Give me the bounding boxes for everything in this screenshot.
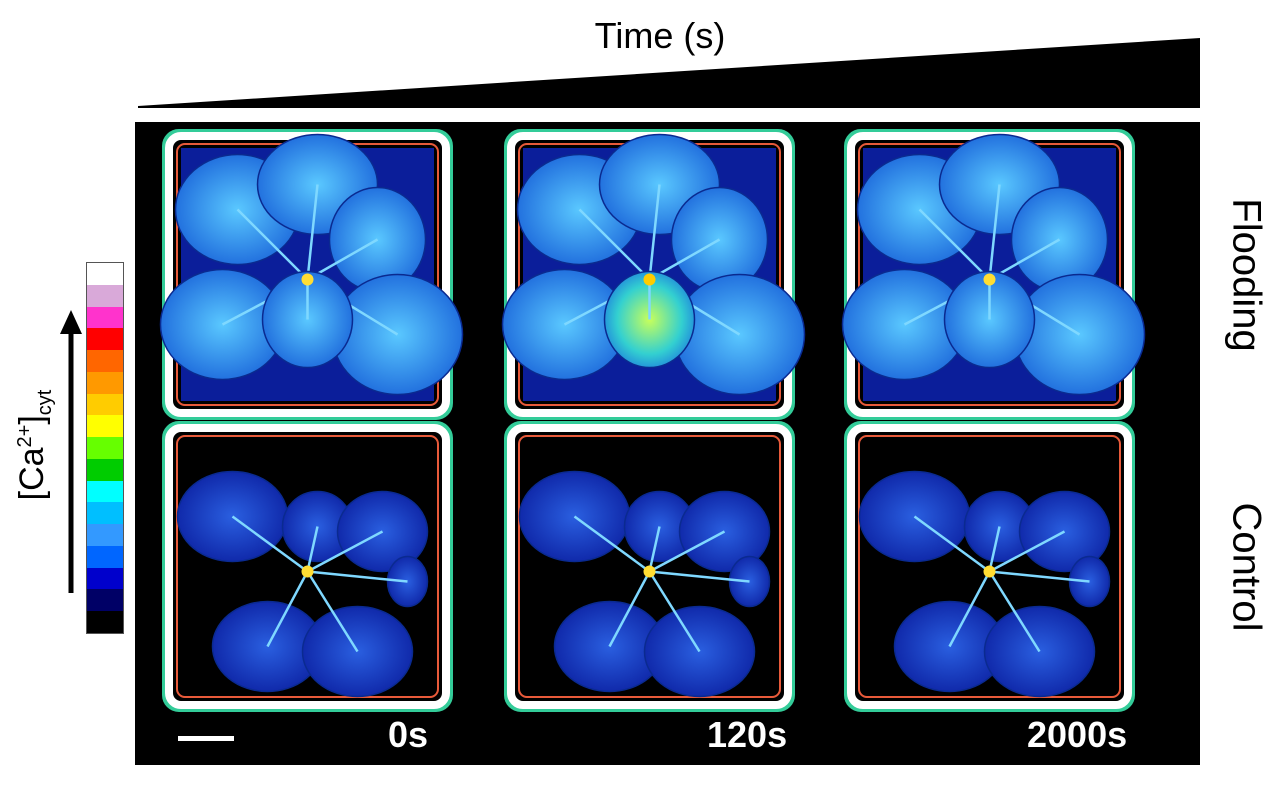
time-gradient-wedge: [138, 38, 1200, 108]
color-swatch: [87, 371, 123, 394]
flooding-plant-image: [159, 129, 464, 420]
time-label-120s: 120s: [707, 714, 788, 755]
color-swatch: [87, 502, 123, 525]
color-swatch: [87, 524, 123, 546]
time-axis-title: Time (s): [594, 15, 726, 56]
color-swatch: [87, 611, 123, 634]
color-swatch: [87, 263, 123, 285]
time-label-0s: 0s: [388, 714, 429, 755]
increase-arrow-icon: [60, 310, 82, 593]
control-plant-image: [844, 421, 1135, 712]
color-swatch: [87, 480, 123, 503]
calcium-axis-label: [Ca2+]cyt: [13, 389, 56, 501]
color-swatch: [87, 306, 123, 329]
color-swatch: [87, 350, 123, 372]
color-scale-bar: [86, 262, 124, 634]
color-swatch: [87, 437, 123, 459]
row-label-flooding: Flooding: [1224, 198, 1269, 352]
control-plant-image: [162, 421, 453, 712]
flooding-plant-image: [501, 129, 806, 420]
color-swatch: [87, 328, 123, 351]
color-swatch: [87, 284, 123, 307]
flooding-plant-image: [841, 129, 1146, 420]
color-swatch: [87, 545, 123, 568]
scale-bar: [178, 736, 234, 741]
color-swatch: [87, 589, 123, 612]
row-label-control: Control: [1224, 502, 1269, 632]
imaging-panel: 0s 120s 2000s: [135, 122, 1200, 765]
color-swatch: [87, 567, 123, 590]
color-swatch: [87, 393, 123, 416]
color-swatch: [87, 415, 123, 438]
control-plant-image: [504, 421, 795, 712]
luminescence-images: [159, 129, 1146, 712]
time-label-2000s: 2000s: [1027, 714, 1128, 755]
color-swatch: [87, 458, 123, 481]
